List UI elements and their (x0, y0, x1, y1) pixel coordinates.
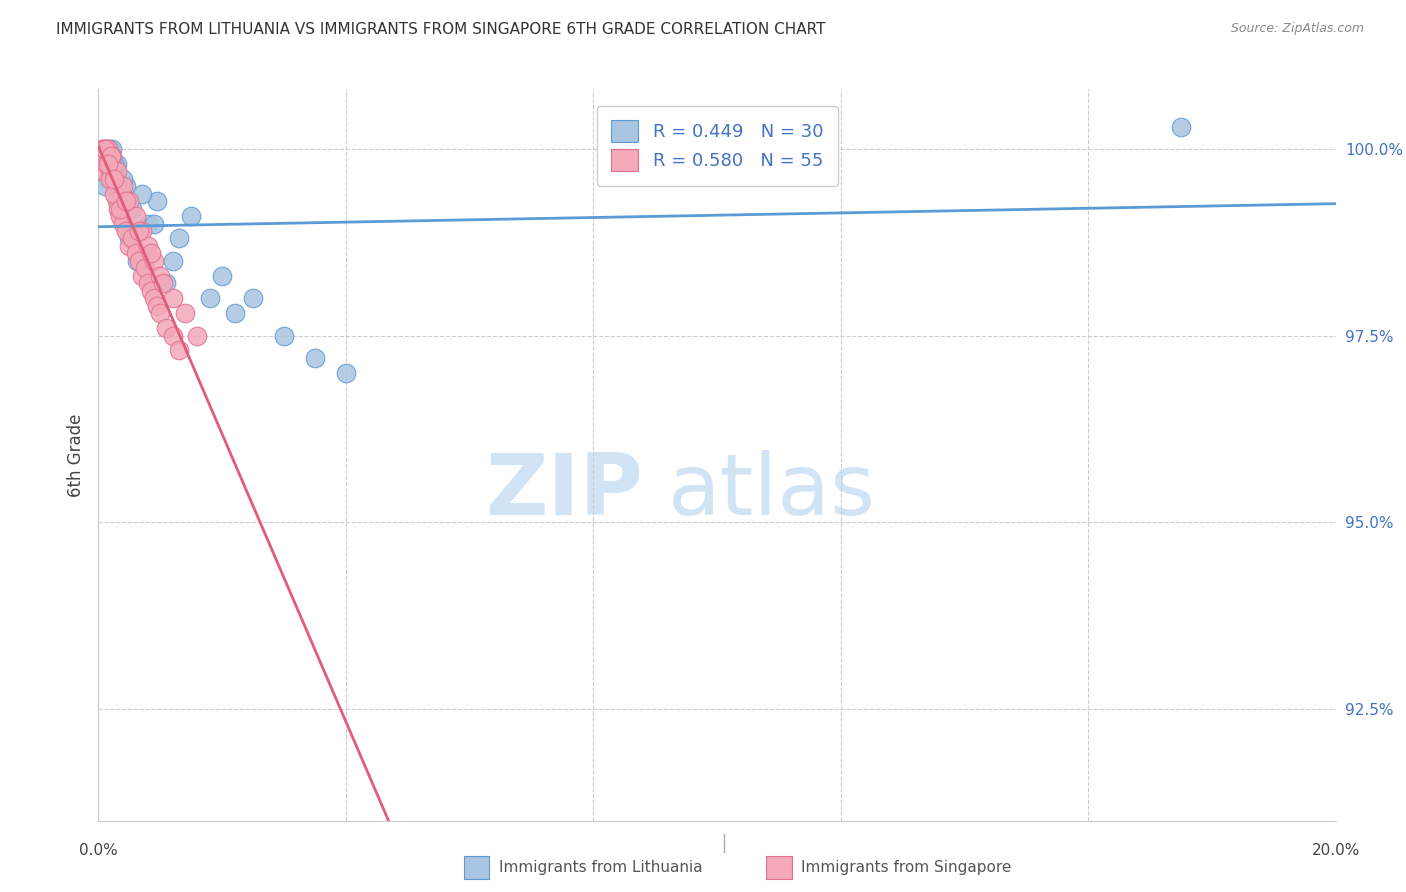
Point (115, 179, 138, 194)
Point (335, 366, 357, 380)
Point (121, 202, 143, 216)
Point (93, 149, 115, 163)
Point (128, 224, 150, 238)
Point (134, 261, 156, 276)
Point (139, 246, 162, 260)
Point (94, 157, 117, 171)
Point (108, 209, 131, 223)
Point (103, 171, 125, 186)
Point (125, 253, 148, 268)
Point (118, 194, 141, 209)
Point (115, 194, 138, 209)
Point (93, 142, 115, 156)
Point (131, 224, 153, 238)
Text: Immigrants from Singapore: Immigrants from Singapore (801, 861, 1012, 875)
Point (155, 277, 177, 291)
Point (124, 209, 146, 223)
Point (104, 179, 127, 194)
Y-axis label: 6th Grade: 6th Grade (66, 413, 84, 497)
Point (93, 164, 115, 178)
Point (93, 179, 115, 194)
Point (107, 202, 129, 216)
Point (174, 306, 197, 320)
Point (105, 157, 128, 171)
Point (100, 149, 122, 163)
Point (101, 142, 124, 156)
Text: atlas: atlas (668, 450, 876, 533)
Point (162, 328, 184, 343)
Point (101, 149, 124, 163)
Point (90, 142, 112, 156)
Point (97, 142, 120, 156)
Point (94, 142, 117, 156)
Point (94, 142, 117, 156)
Point (186, 328, 208, 343)
Point (149, 268, 172, 283)
Point (100, 164, 122, 178)
Text: 20.0%: 20.0% (1312, 843, 1360, 858)
Point (211, 268, 233, 283)
Point (180, 209, 202, 223)
Point (112, 217, 135, 231)
Point (93, 142, 115, 156)
Point (97, 157, 120, 171)
Point (613, 142, 636, 156)
Point (136, 239, 159, 253)
Point (105, 164, 128, 178)
Point (112, 179, 135, 194)
Point (103, 186, 125, 201)
Point (93, 142, 115, 156)
Point (98, 171, 121, 186)
Point (155, 321, 177, 335)
Point (143, 253, 166, 268)
Point (98, 142, 121, 156)
Point (105, 194, 128, 209)
Point (98, 157, 121, 171)
Point (136, 217, 159, 231)
Point (124, 246, 146, 260)
Point (128, 253, 150, 268)
Point (143, 291, 166, 305)
Text: 0.0%: 0.0% (79, 843, 118, 858)
Point (273, 328, 295, 343)
Point (146, 194, 169, 209)
Point (90, 149, 112, 163)
Legend: R = 0.449   N = 30, R = 0.580   N = 55: R = 0.449 N = 30, R = 0.580 N = 55 (596, 105, 838, 186)
Point (118, 239, 141, 253)
Text: ZIP: ZIP (485, 450, 643, 533)
Text: Immigrants from Lithuania: Immigrants from Lithuania (499, 861, 703, 875)
Point (162, 291, 184, 305)
Point (108, 202, 131, 216)
Point (242, 291, 264, 305)
Point (167, 343, 190, 358)
Point (167, 231, 190, 245)
Point (111, 186, 134, 201)
Point (152, 277, 174, 291)
Point (1170, 120, 1192, 134)
Point (131, 268, 153, 283)
Text: IMMIGRANTS FROM LITHUANIA VS IMMIGRANTS FROM SINGAPORE 6TH GRADE CORRELATION CHA: IMMIGRANTS FROM LITHUANIA VS IMMIGRANTS … (56, 22, 825, 37)
Point (162, 253, 184, 268)
Point (112, 171, 135, 186)
Text: Source: ZipAtlas.com: Source: ZipAtlas.com (1230, 22, 1364, 36)
Point (115, 224, 138, 238)
Point (143, 217, 166, 231)
Point (149, 306, 172, 320)
Point (97, 171, 120, 186)
Point (131, 186, 153, 201)
Point (103, 157, 125, 171)
Point (139, 284, 162, 298)
Point (103, 171, 125, 186)
Point (146, 299, 169, 313)
Point (136, 277, 159, 291)
Point (224, 306, 246, 320)
Point (118, 231, 141, 245)
Point (304, 351, 326, 365)
Point (198, 291, 221, 305)
Point (121, 231, 143, 245)
